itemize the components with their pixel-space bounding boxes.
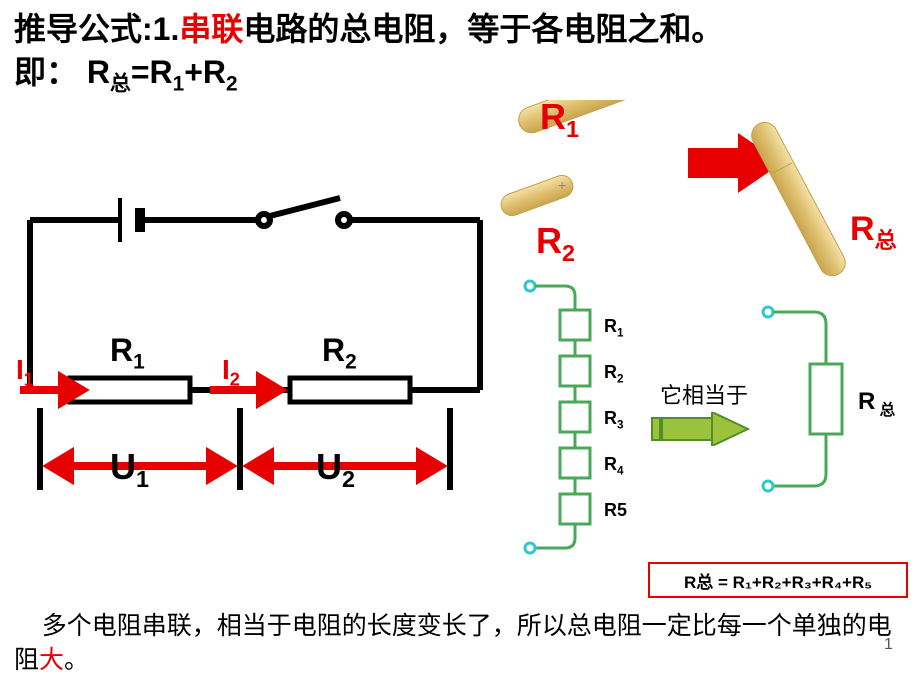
svg-text:+: +: [558, 177, 566, 193]
title-rest1: 电路的总电阻，等于各电阻之和。: [243, 11, 723, 47]
label-I2: I2: [222, 354, 240, 391]
formula-plus: +R: [184, 54, 226, 90]
label-Rtot-rod: R总: [850, 210, 897, 255]
circuit-diagram-left: [10, 190, 500, 520]
green-arrow-icon: [650, 412, 750, 446]
bottom-line-big: 大: [39, 646, 64, 674]
title-prefix: 推导公式:1.: [14, 11, 179, 47]
title-rest2: 即：: [14, 54, 78, 90]
stack-r5: R5: [604, 500, 627, 521]
circuit-svg: [10, 190, 500, 520]
label-R1: R1: [110, 332, 145, 374]
stack-r1: R1: [604, 316, 624, 340]
formula-eq: =R: [131, 54, 173, 90]
formula-r2s: 2: [226, 73, 238, 96]
page-number: 1: [884, 636, 893, 654]
bottom-line-a: 多个电阻串联，相当于电阻的长度变长了，所以总电阻一定比每一个单独的电阻: [14, 612, 892, 674]
label-U1: U1: [110, 446, 149, 493]
formula-Rsub: 总: [110, 73, 131, 96]
stack-r2: R2: [604, 362, 624, 386]
label-R1-rod: R1: [540, 96, 579, 143]
title-series-word: 串联: [179, 11, 243, 47]
bottom-paragraph: 多个电阻串联，相当于电阻的长度变长了，所以总电阻一定比每一个单独的电阻大。: [14, 610, 904, 678]
label-R2: R2: [322, 332, 357, 374]
label-U2: U2: [316, 446, 355, 493]
formula-sum-text: R总 = R₁+R₂+R₃+R₄+R₅: [684, 568, 872, 593]
equiv-text: 它相当于: [660, 378, 748, 410]
stack-r4: R4: [604, 454, 624, 478]
title-text: 推导公式:1.串联电路的总电阻，等于各电阻之和。 即： R总=R1+R2: [14, 8, 904, 99]
label-R2-rod: R2: [536, 220, 575, 267]
formula-sum-box: R总 = R₁+R₂+R₃+R₄+R₅: [648, 562, 908, 598]
formula-r1s: 1: [173, 73, 185, 96]
stack-r3: R3: [604, 408, 624, 432]
label-I1: I1: [16, 354, 34, 391]
bottom-line-end: 。: [64, 646, 89, 674]
label-Rtot-equiv: R 总: [858, 388, 895, 420]
formula-R: R: [87, 54, 110, 90]
